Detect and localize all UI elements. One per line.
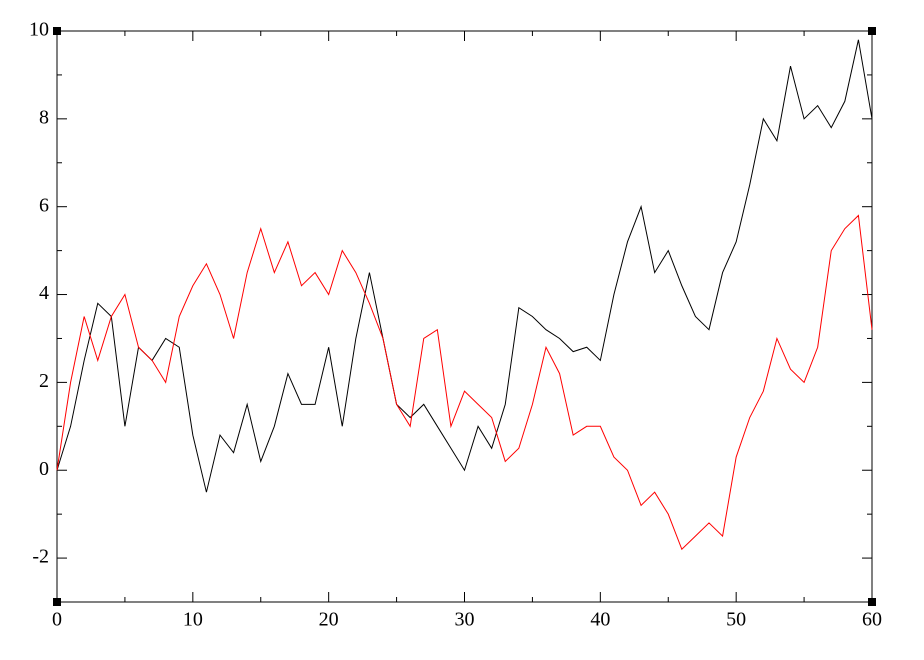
y-tick-label: 10 [29, 19, 49, 41]
x-tick-label: 40 [590, 609, 610, 631]
x-tick-label: 10 [183, 609, 203, 631]
y-tick-label: 2 [39, 370, 49, 392]
x-tick-label: 20 [319, 609, 339, 631]
x-tick-label: 30 [455, 609, 475, 631]
y-tick-label: 0 [39, 458, 49, 480]
y-tick-label: -2 [32, 546, 49, 568]
y-tick-label: 8 [39, 106, 49, 128]
y-tick-label: 6 [39, 194, 49, 216]
x-tick-label: 0 [52, 609, 62, 631]
y-tick-label: 4 [39, 282, 49, 304]
x-tick-label: 60 [862, 609, 882, 631]
data-line [56, 39, 873, 493]
x-tick-label: 50 [726, 609, 746, 631]
data-line [56, 214, 873, 551]
